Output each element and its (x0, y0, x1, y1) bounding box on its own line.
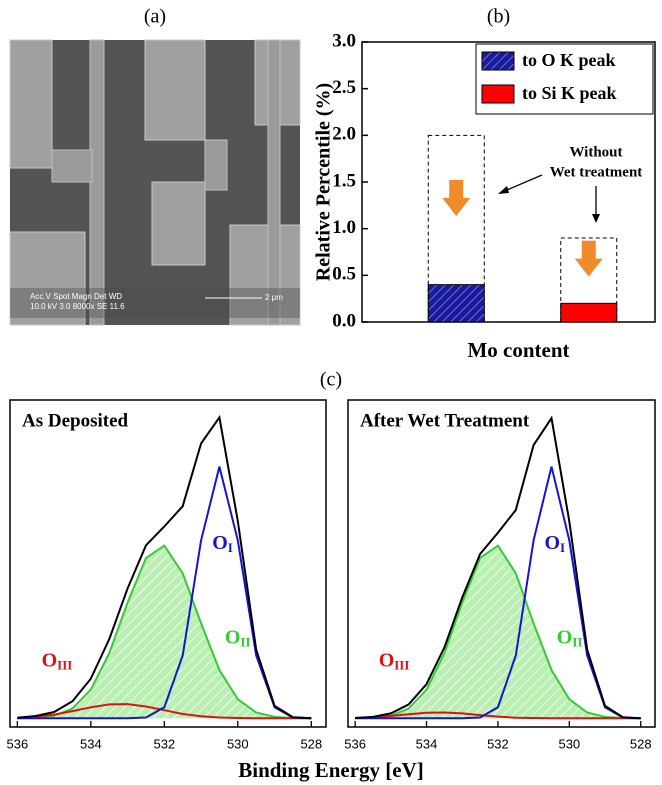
x-tick-label: 528 (630, 736, 652, 751)
arrow-head (592, 214, 600, 223)
annotation: Wet treatment (550, 164, 643, 180)
y-tick-label: 0.5 (332, 264, 356, 285)
x-tick-label: 534 (416, 736, 438, 751)
series-label: OI (212, 531, 233, 554)
series-label-main: O (557, 626, 573, 648)
series-label: OI (544, 531, 565, 554)
y-axis-label: Relative Percentile (%) (313, 83, 335, 281)
series-label-main: O (379, 649, 395, 671)
y-tick-label: 1.5 (332, 170, 356, 191)
series-label-sub: I (560, 540, 565, 555)
sem-scale: 2 μm (265, 293, 283, 302)
x-tick-label: 536 (6, 736, 28, 751)
series-label: OIII (42, 649, 73, 672)
series-label-sub: III (394, 658, 409, 673)
page: {"figure": {"labels": {"a": "(a)", "c": … (0, 0, 662, 785)
area (355, 546, 641, 719)
sem-info: 10.0 kV 3.0 8000x SE 11.6 (30, 302, 125, 311)
series-label-main: O (225, 626, 241, 648)
x-tick-label: 536 (344, 736, 366, 751)
panel-label: (b) (487, 6, 510, 28)
series-label: OII (557, 626, 583, 649)
x-tick-label: 530 (558, 736, 580, 751)
series-label: OII (225, 626, 251, 649)
sem-image (10, 40, 300, 325)
y-tick-label: 2.5 (332, 77, 356, 98)
series-label-sub: II (572, 635, 582, 650)
x-tick-label: 532 (487, 736, 509, 751)
series-label-main: O (212, 531, 228, 553)
x-tick-label: 532 (153, 736, 175, 751)
y-tick-label: 0.0 (332, 310, 356, 331)
y-tick-label: 3.0 (332, 30, 356, 51)
x-axis-label: Binding Energy [eV] (238, 758, 424, 782)
legend-swatch (482, 52, 514, 70)
x-tick-label: 534 (80, 736, 102, 751)
y-tick-label: 1.0 (332, 217, 356, 238)
series-label-main: O (42, 649, 58, 671)
series-label-sub: II (240, 635, 250, 650)
series-label-sub: III (57, 658, 72, 673)
x-tick-label: 528 (300, 736, 322, 751)
panel-label: (a) (144, 6, 166, 28)
arrow-icon (575, 241, 603, 277)
bar (561, 303, 617, 322)
panel-title: As Deposited (22, 410, 129, 431)
bar (428, 285, 484, 322)
legend-swatch (482, 85, 514, 103)
arrow-icon (442, 180, 470, 216)
series-label-sub: I (228, 540, 233, 555)
arrow-head (498, 186, 509, 194)
y-tick-label: 2.0 (332, 124, 356, 145)
area (17, 546, 311, 719)
series-label-main: O (544, 531, 560, 553)
x-axis-label: Mo content (467, 338, 569, 362)
series-label: OIII (379, 649, 410, 672)
sem-info: Acc.V Spot Magn Det WD (30, 292, 122, 301)
legend-label: to Si K peak (522, 83, 617, 103)
panel-title: After Wet Treatment (360, 410, 530, 431)
x-tick-label: 530 (227, 736, 249, 751)
legend-label: to O K peak (522, 50, 616, 70)
panel-label: (c) (320, 369, 342, 391)
annotation: Without (569, 144, 622, 160)
figure: (a) Acc.V Spot Magn Det WD 10.0 kV 3.0 8… (0, 0, 662, 785)
